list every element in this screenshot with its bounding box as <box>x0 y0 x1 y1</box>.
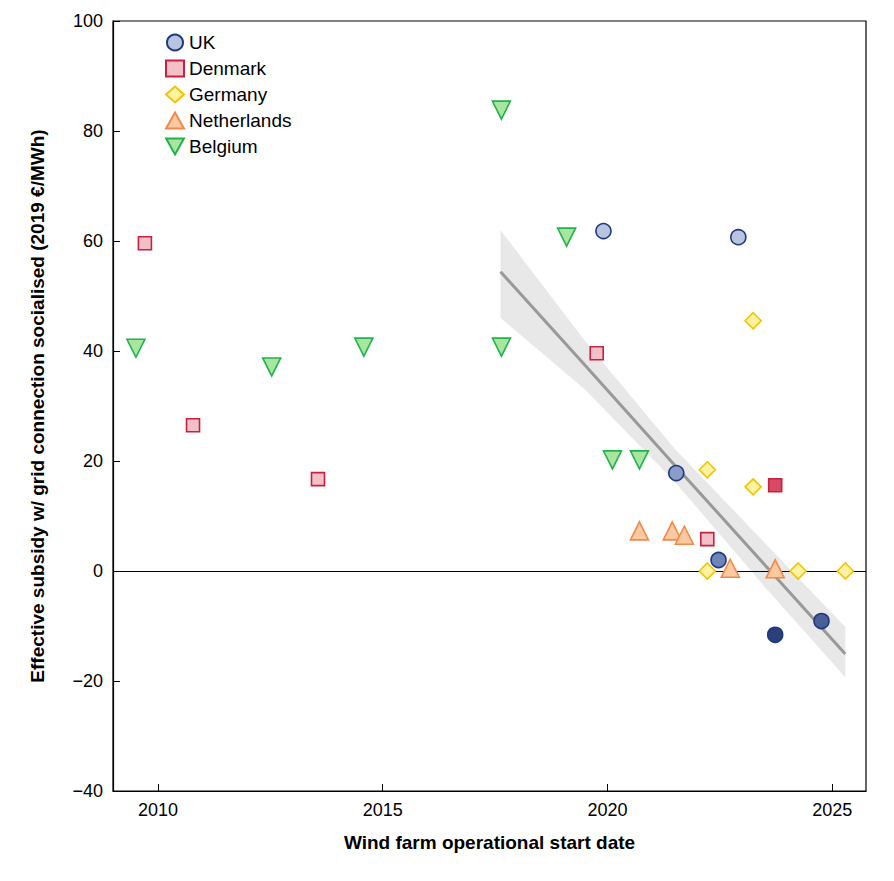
svg-text:60: 60 <box>83 231 103 251</box>
svg-text:2020: 2020 <box>587 800 627 820</box>
svg-text:Effective subsidy w/ grid conn: Effective subsidy w/ grid connection soc… <box>27 129 48 682</box>
svg-text:2010: 2010 <box>138 800 178 820</box>
svg-text:40: 40 <box>83 341 103 361</box>
svg-text:100: 100 <box>73 11 103 31</box>
svg-text:Belgium: Belgium <box>189 136 258 157</box>
svg-text:20: 20 <box>83 451 103 471</box>
svg-text:0: 0 <box>93 561 103 581</box>
svg-text:80: 80 <box>83 121 103 141</box>
svg-text:Germany: Germany <box>189 84 268 105</box>
svg-text:2025: 2025 <box>812 800 852 820</box>
svg-text:2015: 2015 <box>363 800 403 820</box>
svg-text:UK: UK <box>189 32 216 53</box>
svg-text:Netherlands: Netherlands <box>189 110 291 131</box>
svg-text:−20: −20 <box>72 671 103 691</box>
svg-text:Wind farm operational start da: Wind farm operational start date <box>344 832 635 853</box>
svg-text:−40: −40 <box>72 781 103 801</box>
svg-text:Denmark: Denmark <box>189 58 267 79</box>
